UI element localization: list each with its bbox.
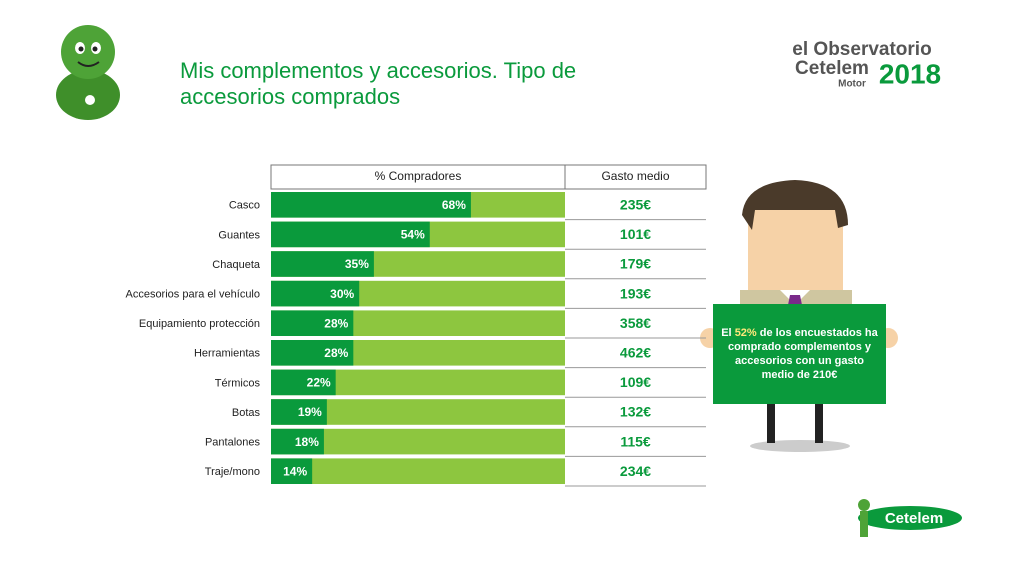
- spend-label: 109€: [620, 374, 651, 390]
- value-label: 54%: [401, 228, 425, 242]
- category-label: Equipamiento protección: [139, 318, 260, 330]
- value-label: 28%: [324, 346, 348, 360]
- mascot: [56, 25, 120, 120]
- column-header: % Compradores: [375, 169, 462, 183]
- logo-text: el Observatorio: [792, 39, 931, 60]
- bar-track: [271, 458, 565, 484]
- bar: [271, 340, 354, 366]
- bar: [271, 369, 336, 396]
- bar: [271, 428, 324, 455]
- spend-label: 193€: [620, 285, 651, 301]
- value-label: 30%: [330, 287, 354, 301]
- callout-body: de los encuestados ha comprado complemen…: [727, 327, 878, 381]
- spend-label: 462€: [620, 345, 651, 361]
- logo-year: 2018: [879, 58, 941, 89]
- bar: [271, 192, 471, 218]
- callout-prefix: El: [721, 327, 732, 339]
- value-label: 19%: [298, 405, 322, 419]
- category-label: Accesorios para el vehículo: [125, 289, 260, 301]
- title-line: accesorios comprados: [180, 84, 400, 109]
- callout-highlight: 52%: [734, 327, 757, 339]
- category-label: Chaqueta: [212, 259, 261, 271]
- bar: [271, 399, 327, 425]
- logo-text: Motor: [838, 79, 866, 90]
- category-label: Pantalones: [205, 437, 261, 449]
- spend-label: 115€: [620, 433, 651, 449]
- value-label: 35%: [345, 257, 369, 271]
- logo-text: Cetelem: [795, 58, 869, 79]
- bar: [271, 251, 374, 277]
- callout: El 52% de los encuestados ha comprado co…: [713, 304, 886, 404]
- category-label: Casco: [229, 200, 260, 212]
- bar: [271, 458, 313, 484]
- callout-text: El 52% de los encuestados ha comprado co…: [719, 326, 880, 382]
- spend-label: 234€: [620, 463, 651, 479]
- spend-label: 235€: [620, 197, 651, 213]
- brand-logo: Cetelem: [885, 510, 943, 527]
- value-label: 18%: [295, 435, 319, 449]
- bar: [271, 310, 354, 336]
- category-label: Botas: [232, 407, 261, 419]
- category-label: Térmicos: [215, 377, 261, 389]
- header-cell: [270, 164, 566, 190]
- spend-label: 132€: [620, 404, 651, 420]
- spend-label: 179€: [620, 256, 651, 272]
- title-line: Mis complementos y accesorios. Tipo de: [180, 58, 576, 83]
- header-cell: [564, 164, 707, 190]
- category-label: Herramientas: [194, 348, 261, 360]
- value-label: 28%: [324, 316, 348, 330]
- category-label: Traje/mono: [205, 466, 260, 478]
- spend-label: 101€: [620, 226, 651, 242]
- spend-label: 358€: [620, 315, 651, 331]
- value-label: 22%: [307, 376, 331, 390]
- value-label: 14%: [283, 464, 307, 478]
- category-label: Guantes: [218, 229, 260, 241]
- column-header: Gasto medio: [601, 169, 669, 183]
- bar: [271, 221, 430, 248]
- bar: [271, 280, 360, 307]
- value-label: 68%: [442, 198, 466, 212]
